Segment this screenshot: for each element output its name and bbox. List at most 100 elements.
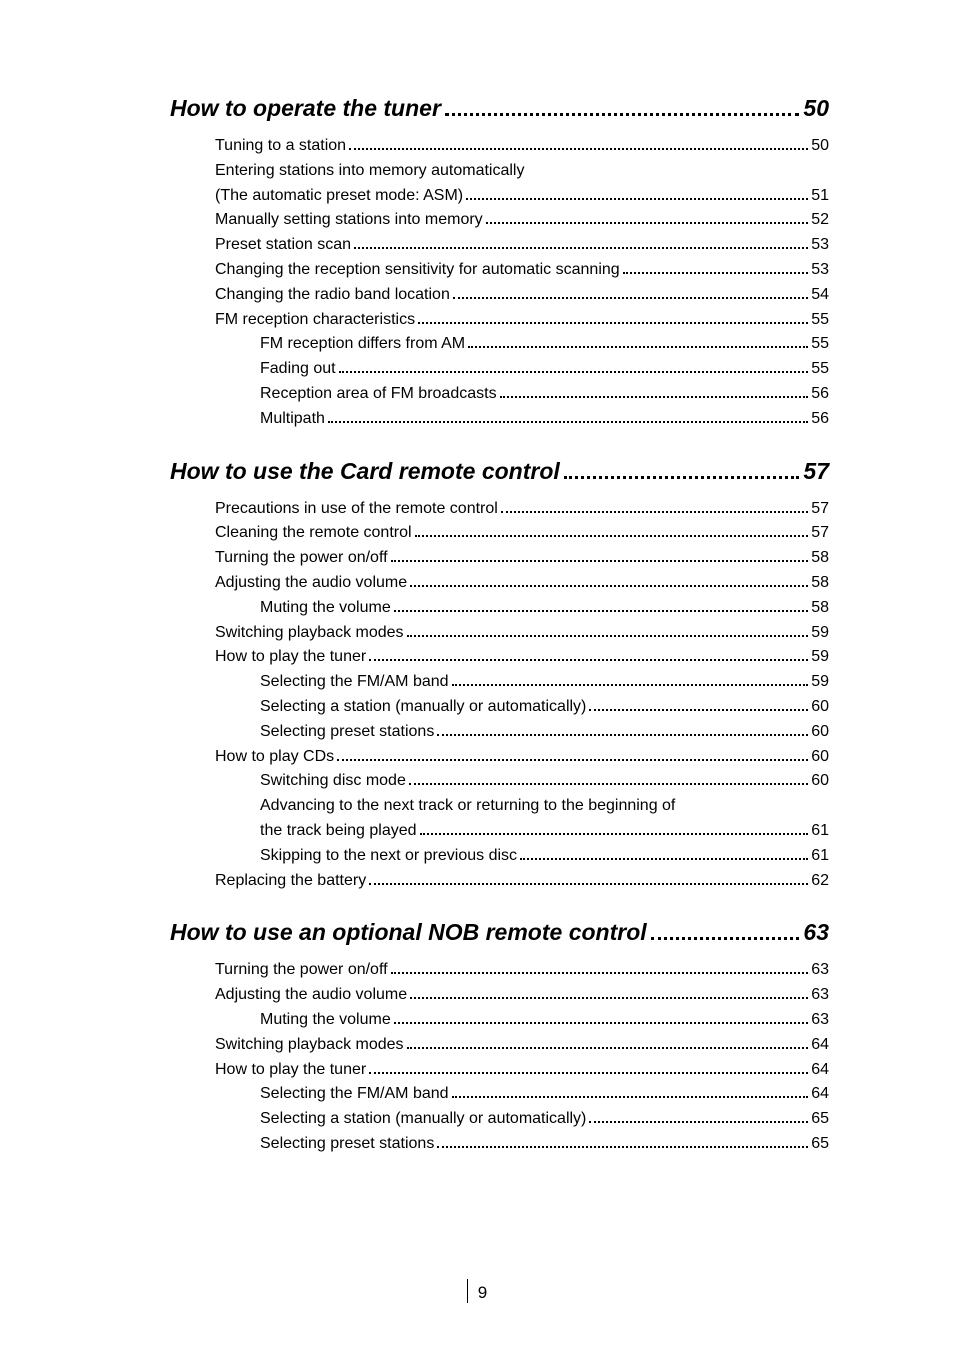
- toc-entry-page: 51: [811, 184, 829, 209]
- toc-entry-label: Changing the radio band location: [215, 283, 450, 308]
- toc-entry: Reception area of FM broadcasts56: [170, 382, 829, 407]
- toc-entry: Switching disc mode60: [170, 769, 829, 794]
- toc-entry-page: 55: [811, 332, 829, 357]
- toc-entry-label: the track being played: [260, 819, 417, 844]
- toc-entry: Changing the reception sensitivity for a…: [170, 258, 829, 283]
- toc-entry-label: Turning the power on/off: [215, 546, 388, 571]
- toc-entry: FM reception differs from AM55: [170, 332, 829, 357]
- toc-entry-page: 57: [811, 497, 829, 522]
- toc-entry-label: Selecting the FM/AM band: [260, 1082, 449, 1107]
- toc-entry: Replacing the battery62: [170, 869, 829, 894]
- leader-dots: [410, 576, 808, 587]
- toc-entry-page: 64: [811, 1082, 829, 1107]
- toc-entry: Selecting preset stations 60: [170, 720, 829, 745]
- section-page: 50: [803, 95, 829, 122]
- leader-dots: [589, 1112, 808, 1123]
- toc-entry: How to play the tuner59: [170, 645, 829, 670]
- toc-entry-page: 59: [811, 670, 829, 695]
- toc-entry: Turning the power on/off63: [170, 958, 829, 983]
- toc-entry-label: Reception area of FM broadcasts: [260, 382, 497, 407]
- section-title-text: How to use the Card remote control: [170, 458, 560, 485]
- toc-entry-label: Manually setting stations into memory: [215, 208, 483, 233]
- toc-entry-label: How to play the tuner: [215, 1058, 366, 1083]
- toc-entry-label: Replacing the battery: [215, 869, 366, 894]
- toc-entry: the track being played 61: [170, 819, 829, 844]
- leader-dots: [623, 263, 809, 274]
- table-of-contents: How to operate the tuner 50 Tuning to a st…: [170, 95, 829, 1157]
- toc-entry: How to play the tuner64: [170, 1058, 829, 1083]
- toc-entry-page: 65: [811, 1132, 829, 1157]
- page-number-value: 9: [478, 1283, 487, 1302]
- toc-entry-label: Switching disc mode: [260, 769, 406, 794]
- leader-dots: [437, 1137, 808, 1148]
- leader-dots: [418, 313, 808, 324]
- leader-dots: [394, 1013, 808, 1024]
- toc-entry-label: Multipath: [260, 407, 325, 432]
- leader-dots: [410, 988, 808, 999]
- section-page: 57: [803, 458, 829, 485]
- toc-entry-label: Entering stations into memory automatica…: [215, 159, 524, 184]
- toc-entry-label: How to play CDs: [215, 745, 334, 770]
- toc-entry: Turning the power on/off 58: [170, 546, 829, 571]
- toc-entry: FM reception characteristics55: [170, 308, 829, 333]
- toc-entry-page: 65: [811, 1107, 829, 1132]
- toc-entry-label: Switching playback modes: [215, 1033, 404, 1058]
- leader-dots: [651, 924, 800, 941]
- toc-entry-label: Precautions in use of the remote control: [215, 497, 498, 522]
- toc-entry: Tuning to a station50: [170, 134, 829, 159]
- toc-entry: Muting the volume 58: [170, 596, 829, 621]
- leader-dots: [415, 527, 809, 538]
- toc-entry-page: 63: [811, 958, 829, 983]
- leader-dots: [564, 462, 800, 479]
- toc-entry-page: 63: [811, 983, 829, 1008]
- toc-entry: Adjusting the audio volume 58: [170, 571, 829, 596]
- toc-entry: Adjusting the audio volume63: [170, 983, 829, 1008]
- leader-dots: [437, 725, 808, 736]
- leader-dots: [391, 964, 809, 975]
- toc-entry: (The automatic preset mode: ASM) 51: [170, 184, 829, 209]
- toc-entry: Entering stations into memory automatica…: [170, 159, 829, 184]
- toc-entry-label: Muting the volume: [260, 1008, 391, 1033]
- page-number-divider: [467, 1279, 468, 1303]
- leader-dots: [520, 849, 808, 860]
- leader-dots: [349, 139, 808, 150]
- toc-entry-page: 58: [811, 571, 829, 596]
- leader-dots: [501, 502, 808, 513]
- toc-entry-page: 53: [811, 258, 829, 283]
- toc-entry-label: Advancing to the next track or returning…: [260, 794, 675, 819]
- leader-dots: [409, 775, 808, 786]
- toc-entry-label: Skipping to the next or previous disc: [260, 844, 517, 869]
- toc-entry-page: 58: [811, 546, 829, 571]
- toc-entry-page: 57: [811, 521, 829, 546]
- toc-entry-label: Changing the reception sensitivity for a…: [215, 258, 620, 283]
- leader-dots: [337, 750, 808, 761]
- toc-entry: Changing the radio band location 54: [170, 283, 829, 308]
- toc-entry-label: Selecting a station (manually or automat…: [260, 1107, 586, 1132]
- toc-entry: Manually setting stations into memory52: [170, 208, 829, 233]
- leader-dots: [500, 387, 809, 398]
- section-page: 63: [803, 919, 829, 946]
- toc-entry-label: (The automatic preset mode: ASM): [215, 184, 463, 209]
- toc-entry-page: 59: [811, 621, 829, 646]
- toc-entry-label: Cleaning the remote control: [215, 521, 412, 546]
- toc-entry: Preset station scan53: [170, 233, 829, 258]
- toc-entry-page: 60: [811, 695, 829, 720]
- leader-dots: [369, 1063, 808, 1074]
- section-title-text: How to operate the tuner: [170, 95, 441, 122]
- leader-dots: [468, 338, 808, 349]
- toc-entry-page: 56: [811, 407, 829, 432]
- toc-entry-label: Adjusting the audio volume: [215, 571, 407, 596]
- section-title: How to use an optional NOB remote contro…: [170, 919, 829, 946]
- toc-entry-label: Muting the volume: [260, 596, 391, 621]
- leader-dots: [453, 288, 808, 299]
- toc-entry: Advancing to the next track or returning…: [170, 794, 829, 819]
- toc-entry-page: 61: [811, 819, 829, 844]
- toc-entry-page: 58: [811, 596, 829, 621]
- toc-entry-page: 64: [811, 1033, 829, 1058]
- leader-dots: [420, 824, 809, 835]
- toc-entry-label: Selecting preset stations: [260, 720, 434, 745]
- toc-entry-label: Selecting the FM/AM band: [260, 670, 449, 695]
- toc-entry-page: 55: [811, 357, 829, 382]
- toc-entry-page: 60: [811, 720, 829, 745]
- toc-entry: Precautions in use of the remote control…: [170, 497, 829, 522]
